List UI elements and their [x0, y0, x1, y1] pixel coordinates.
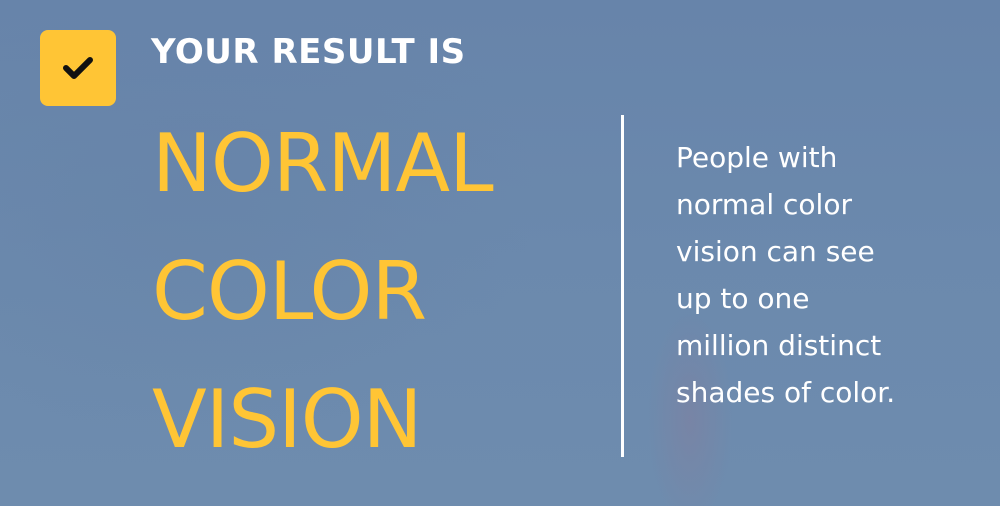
- result-eyebrow: YOUR RESULT IS: [151, 32, 466, 72]
- headline-line: NORMAL: [152, 117, 494, 210]
- vertical-divider: [621, 115, 624, 457]
- check-icon: [63, 57, 93, 79]
- result-headline: NORMAL COLOR VISION: [152, 100, 612, 484]
- headline-line: VISION: [152, 373, 423, 466]
- headline-line: COLOR: [152, 245, 427, 338]
- result-description: People with normal color vision can see …: [676, 141, 896, 409]
- result-badge: [40, 30, 116, 106]
